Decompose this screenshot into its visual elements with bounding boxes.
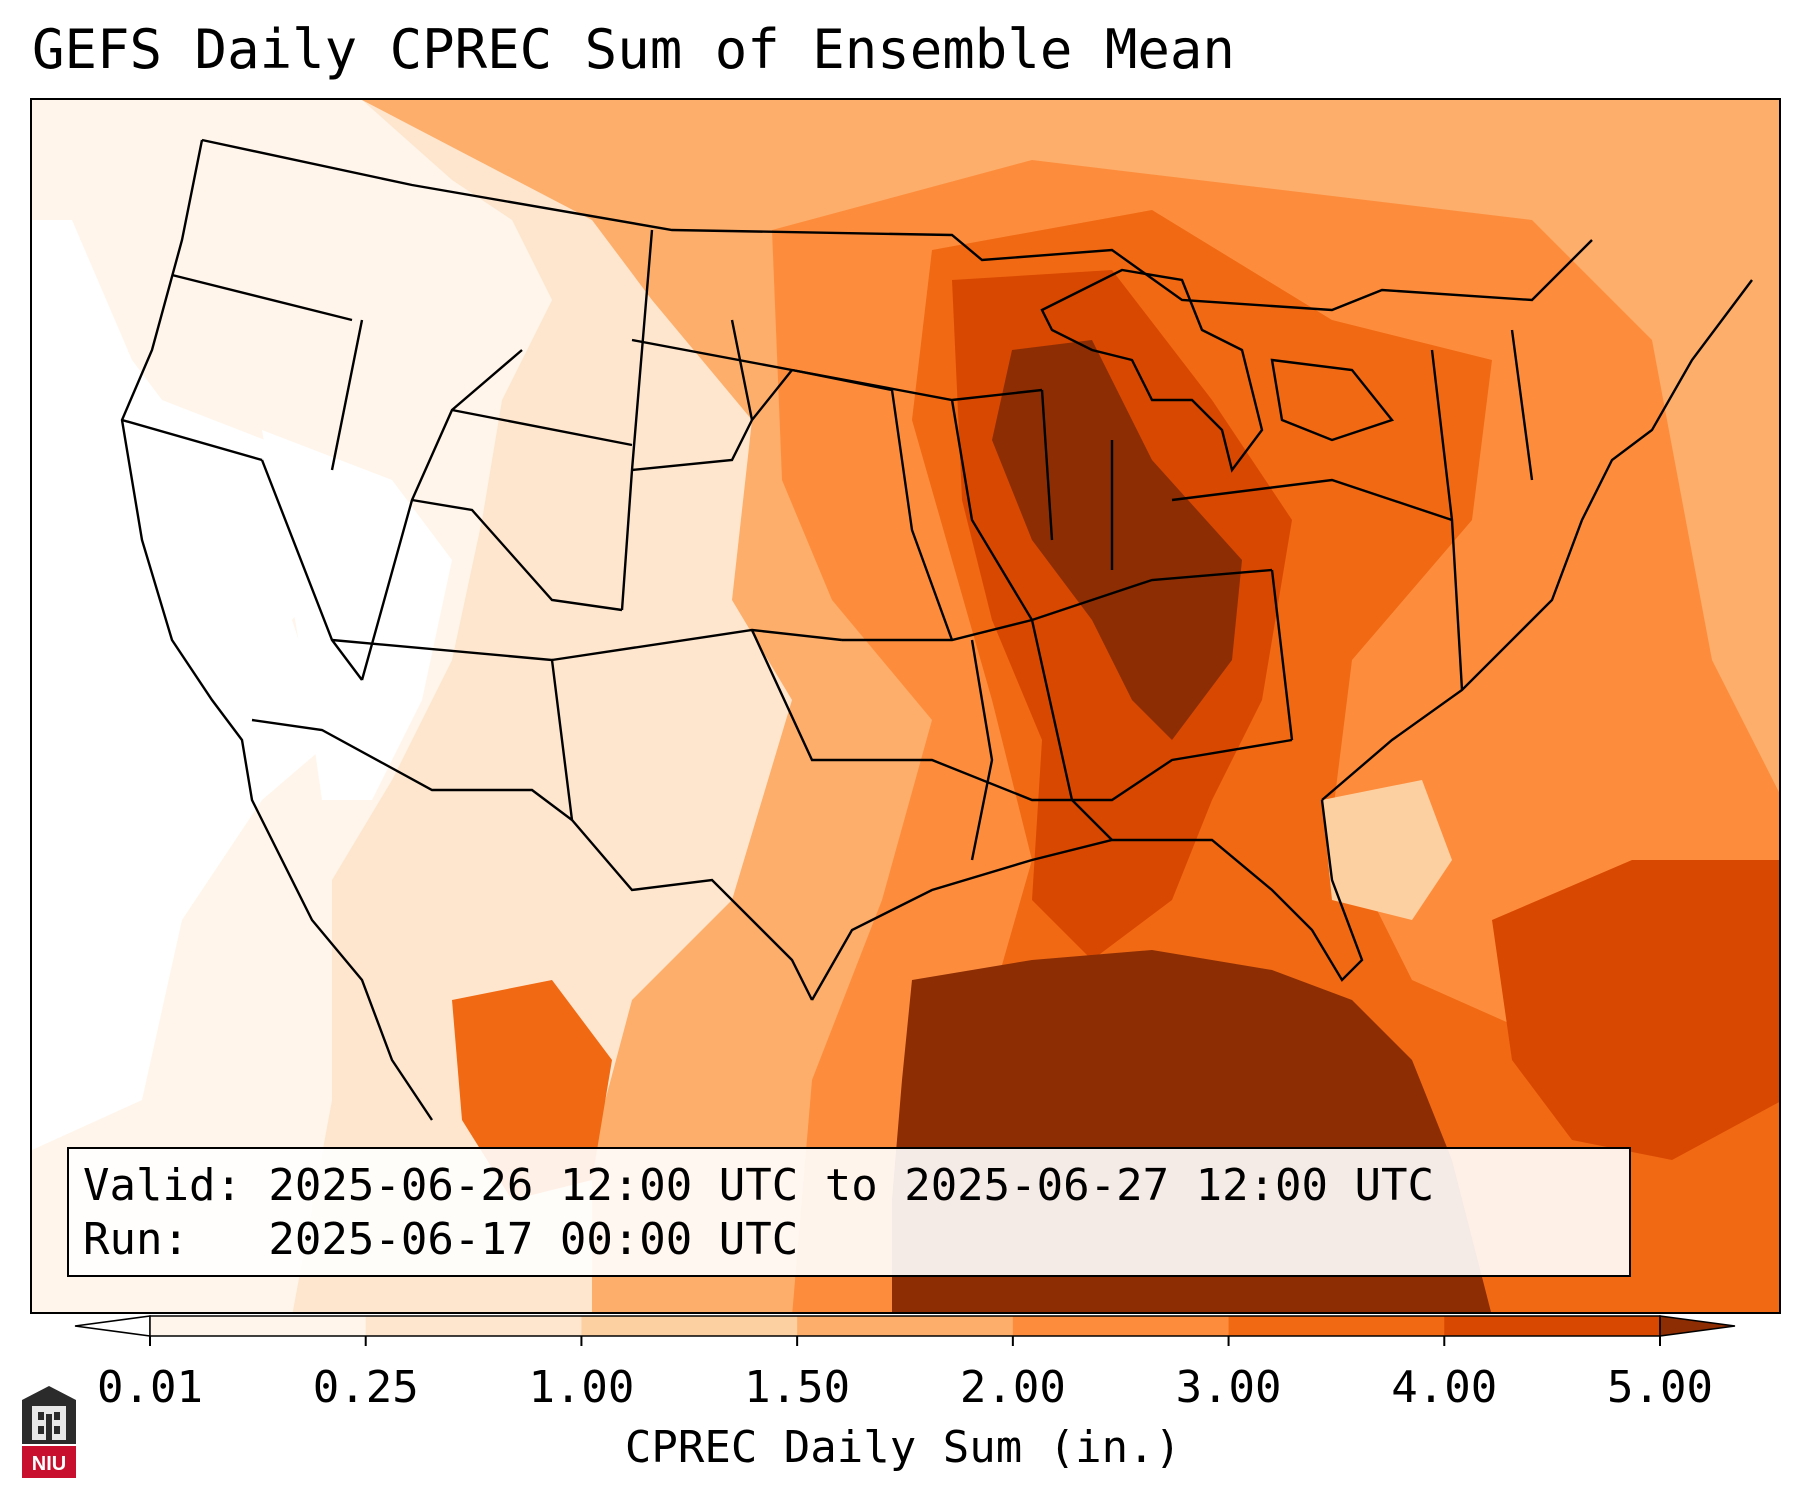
precip-zone-4.00-atlantic [1492,860,1779,1160]
colorbar-segment [797,1316,1014,1336]
precip-zone-1.00-georgia [1322,780,1452,920]
colorbar-tick-label: 4.00 [1391,1362,1498,1413]
colorbar-over-extension [1659,1315,1736,1337]
colorbar-segment [1444,1316,1661,1336]
validity-info-box: Valid: 2025-06-26 12:00 UTC to 2025-06-2… [67,1147,1631,1277]
colorbar-tick-label: 0.25 [312,1362,419,1413]
colorbar-segment [150,1316,367,1336]
precipitation-map [30,98,1781,1314]
precip-zone-3.00-mexico [452,980,612,1200]
precip-zone-5.00-midwest [992,340,1242,740]
colorbar-tick-label: 1.00 [528,1362,635,1413]
precip-zone-dry-2 [262,430,452,800]
colorbar-label: CPREC Daily Sum (in.) [624,1422,1182,1473]
valid-time-text: Valid: 2025-06-26 12:00 UTC to 2025-06-2… [83,1160,1435,1211]
gulf-coast [810,799,1364,1001]
east-coast [1321,279,1753,801]
colorbar-tick-label: 5.00 [1607,1362,1713,1413]
colorbar-segment [581,1316,798,1336]
run-time-text: Run: 2025-06-17 00:00 UTC [83,1214,799,1265]
colorbar-tick-label: 1.50 [744,1362,851,1413]
colorbar-outline [149,1315,1661,1337]
west-coast [120,139,433,1121]
colorbar-segment [1228,1316,1445,1336]
us-canada-border [201,138,1593,312]
map-boundaries [120,138,1753,1121]
great-lakes [1040,268,1264,473]
colorbar-segment [1012,1316,1230,1336]
colorbar [74,1315,1736,1346]
colorbar-tick-label: 0.01 [97,1362,203,1413]
map-title: GEFS Daily CPREC Sum of Ensemble Mean [32,18,1235,81]
colorbar-tick-label: 2.00 [959,1362,1066,1413]
svg-text:NIU: NIU [32,1453,66,1475]
niu-logo: NIU [22,1386,76,1478]
colorbar-under-extension [74,1315,151,1337]
colorbar-segment [365,1316,582,1336]
colorbar-tick-label: 3.00 [1175,1362,1282,1413]
